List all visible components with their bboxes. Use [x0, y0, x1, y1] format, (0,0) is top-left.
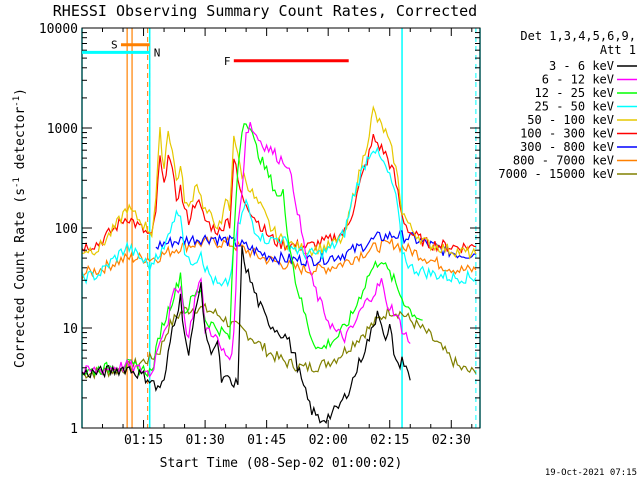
- legend-header-detectors: Det 1,3,4,5,6,9,: [520, 29, 636, 43]
- y-axis-label-part1: Corrected Count Rate (s: [13, 188, 28, 368]
- legend-entry-label: 100 - 300 keV: [520, 127, 614, 141]
- x-axis: 01:15 01:30 01:45 02:00 02:15 02:30: [102, 28, 473, 448]
- x-tick-label: 01:45: [247, 433, 286, 448]
- legend-entry-label: 300 - 800 keV: [520, 140, 614, 154]
- annotation-label-n: N: [154, 46, 161, 59]
- y-tick-label: 1: [70, 422, 78, 437]
- annotations: S N F: [82, 39, 349, 68]
- annotation-label-s: S: [111, 39, 118, 52]
- x-tick-label: 02:30: [432, 433, 471, 448]
- x-tick-label: 01:15: [124, 433, 163, 448]
- series-line-25-50keV: [81, 146, 477, 288]
- legend-entry-label: 12 - 25 keV: [535, 86, 614, 100]
- series-line-50-100keV: [81, 105, 477, 260]
- series-line-100-300keV: [81, 133, 477, 254]
- x-tick-label: 02:15: [370, 433, 409, 448]
- legend-entry-label: 3 - 6 keV: [549, 59, 614, 73]
- legend-entry-label: 800 - 7000 keV: [513, 154, 614, 168]
- series-line-7000-15000keV: [81, 302, 477, 380]
- y-axis-label-sup2: -1: [12, 96, 22, 107]
- y-axis-label: Corrected Count Rate (s-1 detector-1): [12, 88, 28, 368]
- y-axis: 1 10 100 1000 10000: [39, 22, 480, 437]
- annotation-label-f: F: [224, 55, 231, 68]
- y-axis-label-part3: ): [13, 88, 28, 96]
- legend-entry-label: 25 - 50 keV: [535, 100, 614, 114]
- legend-header-attenuator: Att 1: [600, 43, 636, 57]
- legend-entry-label: 50 - 100 keV: [527, 113, 614, 127]
- y-tick-label: 100: [55, 222, 78, 237]
- y-tick-label: 1000: [47, 122, 78, 137]
- y-axis-label-part2: detector: [13, 107, 28, 178]
- x-tick-label: 02:00: [309, 433, 348, 448]
- plot-area: [81, 28, 481, 428]
- series-line-6-12keV: [81, 122, 411, 378]
- legend-entry-label: 6 - 12 keV: [542, 73, 614, 87]
- y-axis-label-sup1: -1: [12, 177, 22, 188]
- chart-title: RHESSI Observing Summary Count Rates, Co…: [53, 2, 477, 20]
- series-line-3-6keV: [81, 245, 411, 425]
- x-axis-label: Start Time (08-Sep-02 01:00:02): [160, 456, 403, 471]
- series-line-300-800keV: [155, 230, 476, 267]
- x-tick-label: 01:30: [186, 433, 225, 448]
- footer-timestamp: 19-Oct-2021 07:15: [545, 468, 637, 478]
- y-tick-label: 10: [62, 322, 78, 337]
- legend-entry-label: 7000 - 15000 keV: [498, 167, 614, 181]
- y-tick-label: 10000: [39, 22, 78, 37]
